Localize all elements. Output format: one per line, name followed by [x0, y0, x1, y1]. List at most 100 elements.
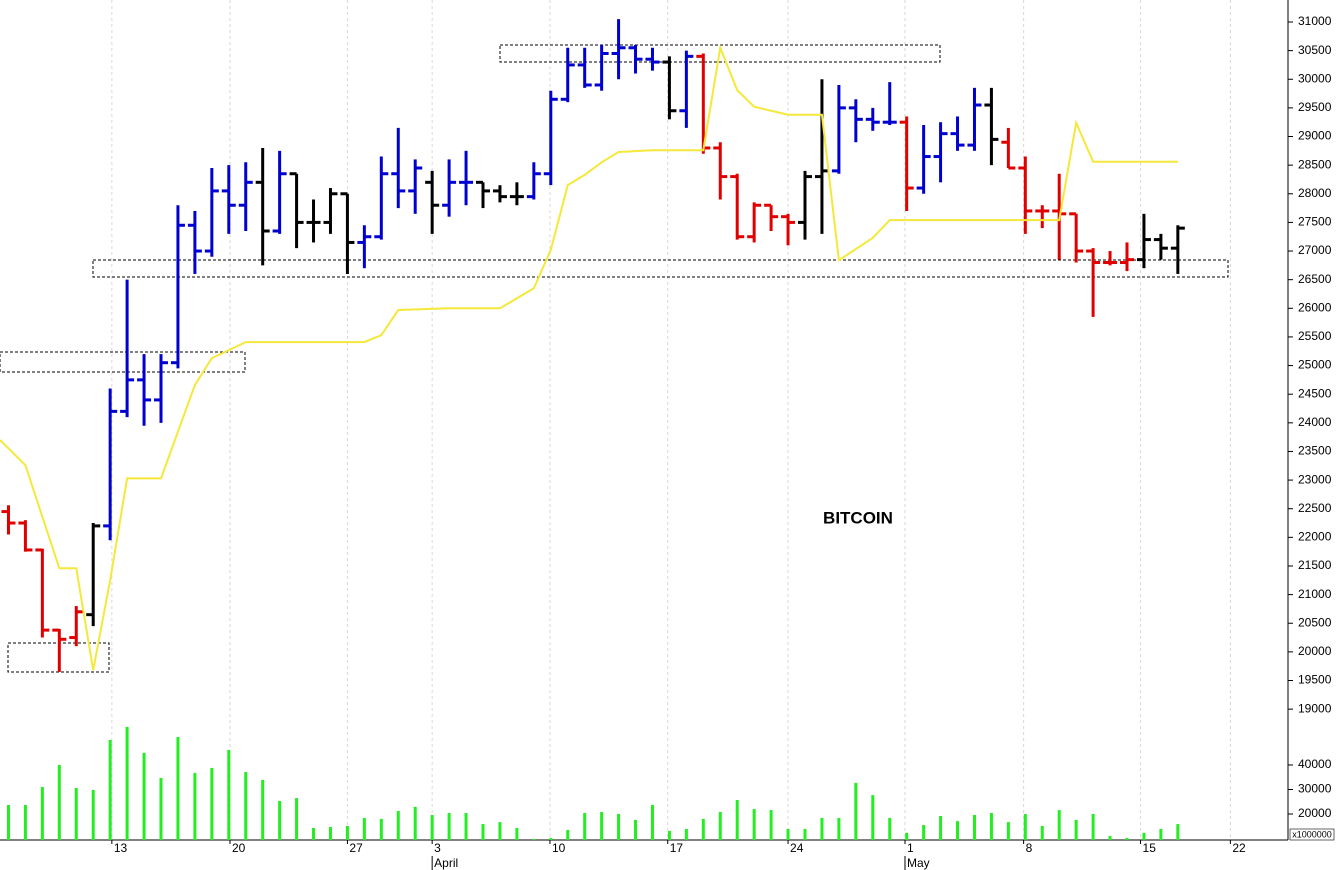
- volume-bar: [1125, 838, 1129, 840]
- volume-bar: [6, 805, 10, 840]
- ohlc-bar: [848, 99, 863, 143]
- volume-bar: [905, 832, 909, 840]
- ohlc-bar: [492, 185, 507, 203]
- volume-bar: [108, 739, 112, 840]
- volume-bar: [634, 819, 638, 840]
- ohlc-bar: [255, 147, 270, 266]
- ohlc-bar: [865, 107, 880, 131]
- ohlc-bar: [730, 173, 745, 240]
- volume-unit: x1000000: [1292, 829, 1332, 839]
- volume-bar: [91, 789, 95, 840]
- volume-bar: [464, 813, 468, 840]
- ohlc-bar: [645, 47, 660, 71]
- volume-bar: [888, 817, 892, 840]
- moving-line: [0, 44, 1178, 671]
- volume-bar: [396, 811, 400, 840]
- ohlc-bar: [781, 213, 796, 246]
- y-tick-label: 26500: [1298, 272, 1332, 286]
- ohlc-bar: [272, 150, 287, 234]
- volume-bar: [1040, 826, 1044, 840]
- ohlc-bar: [933, 122, 948, 183]
- y-tick-label: 30500: [1298, 43, 1332, 57]
- ohlc-bar: [170, 205, 185, 369]
- ohlc-bar: [1001, 127, 1016, 170]
- ohlc-bar: [984, 87, 999, 166]
- ohlc-bar: [154, 354, 168, 423]
- volume-tick-label: 20000: [1298, 806, 1332, 820]
- y-tick-label: 28000: [1298, 186, 1332, 200]
- ohlc-bar: [408, 159, 423, 214]
- volume-tick-label: 30000: [1298, 782, 1332, 796]
- volume-bar: [312, 827, 316, 840]
- volume-bar: [837, 817, 841, 840]
- volume-bar: [1006, 822, 1010, 840]
- volume-bar: [328, 827, 332, 840]
- ohlc-bar: [1086, 248, 1101, 317]
- volume-bar: [650, 804, 654, 840]
- x-tick-label: 3: [434, 841, 441, 855]
- volume-bar: [345, 826, 349, 840]
- y-tick-label: 25500: [1298, 329, 1332, 343]
- x-tick-label: 27: [349, 841, 363, 855]
- ohlc-bar: [137, 354, 152, 426]
- ohlc-bar: [798, 170, 812, 240]
- volume-bar: [142, 752, 146, 840]
- x-tick-label: 1: [907, 841, 914, 855]
- volume-bar: [854, 782, 858, 840]
- support-zone: [92, 259, 1229, 278]
- ohlc-bar: [543, 90, 558, 186]
- ohlc-bar: [713, 142, 728, 200]
- ohlc-bar: [442, 159, 457, 217]
- volume-bar: [278, 801, 282, 840]
- volume-bar: [295, 798, 299, 840]
- y-tick-label: 29000: [1298, 129, 1332, 143]
- ohlc-bar: [1120, 242, 1134, 272]
- ohlc-bar: [950, 116, 965, 151]
- x-tick-label: 20: [232, 841, 246, 855]
- volume-bar: [23, 805, 27, 840]
- ohlc-bar: [1069, 212, 1084, 263]
- volume-bar: [1159, 828, 1163, 840]
- ohlc-bar: [18, 520, 33, 552]
- y-tick-label: 28500: [1298, 157, 1332, 171]
- volume-bar: [447, 813, 451, 840]
- ohlc-bar: [611, 19, 626, 80]
- volume-bar: [1091, 814, 1095, 840]
- volume-bar: [176, 737, 180, 840]
- volume-bar: [956, 821, 960, 840]
- volume-bar: [261, 779, 265, 840]
- ohlc-bar: [1, 505, 16, 535]
- volume-bar: [752, 809, 756, 840]
- ohlc-bar: [662, 56, 677, 120]
- volume-bar: [735, 800, 739, 840]
- volume-bar: [583, 813, 587, 840]
- volume-bar: [40, 786, 44, 840]
- x-tick-label: 15: [1143, 841, 1157, 855]
- volume-bar: [667, 830, 671, 840]
- volume-bar: [718, 812, 722, 840]
- ohlc-bar: [916, 125, 931, 194]
- volume-bar: [1023, 814, 1027, 840]
- volume-bar: [617, 814, 621, 840]
- x-tick-label: 22: [1232, 841, 1246, 855]
- volume-bar: [362, 817, 366, 840]
- volume-bar: [74, 787, 78, 840]
- y-tick-label: 21000: [1298, 587, 1332, 601]
- ohlc-bar: [1170, 225, 1185, 274]
- volume-bar: [939, 815, 943, 840]
- ohlc-bar: [340, 192, 355, 274]
- volume-tick-label: 40000: [1298, 757, 1332, 771]
- ohlc-bar: [526, 162, 541, 200]
- volume-bar: [515, 827, 519, 840]
- y-tick-label: 24000: [1298, 415, 1332, 429]
- y-tick-label: 20000: [1298, 644, 1332, 658]
- volume-bar: [210, 767, 214, 840]
- breakout-zone: [0, 351, 246, 373]
- volume-bar: [871, 795, 875, 840]
- volume-bar: [1074, 819, 1078, 840]
- volume-bar: [498, 822, 502, 840]
- ohlc-bar: [357, 225, 372, 269]
- ohlc-bar: [831, 84, 846, 174]
- ohlc-bar: [374, 156, 389, 240]
